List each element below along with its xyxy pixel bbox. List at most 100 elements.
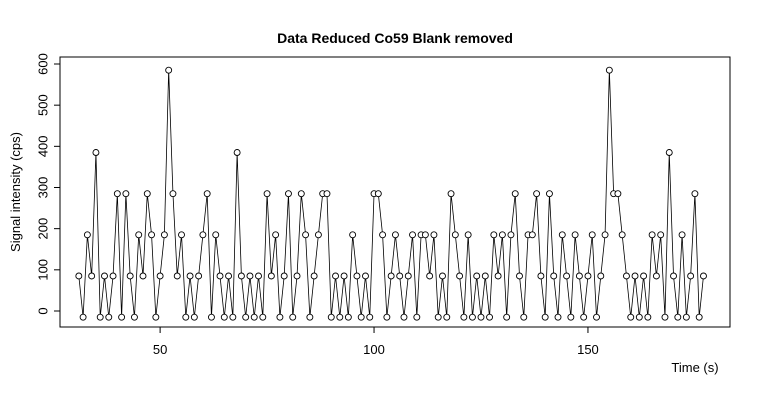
- data-point: [648, 231, 656, 239]
- data-point: [135, 231, 143, 239]
- data-point: [486, 313, 494, 321]
- data-point: [105, 313, 113, 321]
- data-point: [113, 190, 121, 198]
- data-point: [451, 231, 459, 239]
- data-point: [618, 231, 626, 239]
- data-point: [272, 231, 280, 239]
- data-point: [255, 272, 262, 280]
- data-point: [336, 313, 344, 321]
- data-point: [404, 272, 412, 280]
- data-point: [635, 313, 643, 321]
- data-point: [494, 272, 502, 280]
- x-tick-label: 50: [153, 342, 167, 357]
- data-point: [344, 313, 352, 321]
- data-point: [400, 313, 408, 321]
- data-point: [101, 272, 108, 280]
- data-point: [310, 272, 318, 280]
- data-point: [468, 313, 476, 321]
- data-point: [413, 313, 421, 321]
- data-point: [511, 190, 519, 198]
- data-point: [109, 272, 117, 280]
- data-point: [464, 231, 472, 239]
- data-point: [421, 231, 429, 239]
- data-point: [665, 149, 673, 156]
- data-point: [276, 313, 284, 321]
- data-point: [122, 190, 130, 198]
- y-tick-label: 0: [35, 307, 50, 314]
- data-point: [537, 272, 545, 280]
- data-point: [340, 272, 348, 280]
- data-point: [212, 231, 220, 239]
- data-point: [657, 231, 665, 239]
- y-tick-label: 100: [35, 259, 50, 281]
- data-point: [190, 313, 198, 321]
- data-point: [430, 231, 438, 239]
- data-point: [293, 272, 301, 280]
- data-point: [498, 231, 506, 239]
- y-tick-label: 300: [35, 177, 50, 199]
- y-axis-label: Signal intensity (cps): [8, 132, 23, 252]
- data-point: [593, 313, 600, 321]
- data-point: [447, 190, 455, 198]
- data-point: [644, 313, 652, 321]
- data-point: [83, 231, 91, 239]
- data-point: [682, 313, 690, 321]
- data-point: [477, 313, 485, 321]
- data-point: [558, 231, 566, 239]
- data-point: [280, 272, 288, 280]
- data-point: [379, 231, 387, 239]
- data-point: [229, 313, 237, 321]
- data-point: [490, 231, 498, 239]
- data-point: [246, 272, 254, 280]
- data-point: [242, 313, 250, 321]
- data-point: [670, 272, 677, 280]
- data-point: [507, 231, 515, 239]
- data-point: [661, 313, 669, 321]
- data-point: [528, 231, 536, 239]
- data-point: [156, 272, 164, 280]
- data-point: [700, 272, 707, 280]
- data-point: [627, 313, 635, 321]
- data-point: [409, 231, 416, 239]
- data-point: [173, 272, 181, 280]
- data-point: [396, 272, 404, 280]
- y-tick-label: 400: [35, 135, 50, 157]
- data-point: [584, 272, 592, 280]
- data-point: [456, 272, 464, 280]
- data-point: [126, 272, 134, 280]
- data-point: [687, 272, 695, 280]
- plot-frame: [59, 56, 731, 328]
- data-point: [225, 272, 233, 280]
- data-point: [571, 231, 579, 239]
- data-point: [691, 190, 699, 198]
- data-point: [208, 313, 215, 321]
- data-point: [503, 313, 511, 321]
- data-point: [216, 272, 224, 280]
- data-point: [178, 231, 185, 239]
- data-point: [640, 272, 648, 280]
- data-point: [550, 272, 558, 280]
- data-point: [169, 190, 177, 198]
- data-point: [391, 231, 399, 239]
- data-point: [302, 231, 310, 239]
- data-point: [327, 313, 335, 321]
- data-point: [652, 272, 660, 280]
- data-point: [541, 313, 549, 321]
- data-point: [597, 272, 605, 280]
- data-point: [567, 313, 575, 321]
- data-point: [520, 313, 528, 321]
- data-point: [92, 149, 100, 156]
- data-point: [186, 272, 194, 280]
- data-point: [143, 190, 151, 198]
- data-point: [366, 313, 374, 321]
- data-point: [443, 313, 451, 321]
- data-point: [575, 272, 583, 280]
- data-point: [546, 190, 553, 198]
- data-point: [473, 272, 481, 280]
- y-tick-label: 200: [35, 218, 50, 240]
- data-point: [259, 313, 267, 321]
- data-point: [75, 272, 83, 280]
- data-point: [623, 272, 630, 280]
